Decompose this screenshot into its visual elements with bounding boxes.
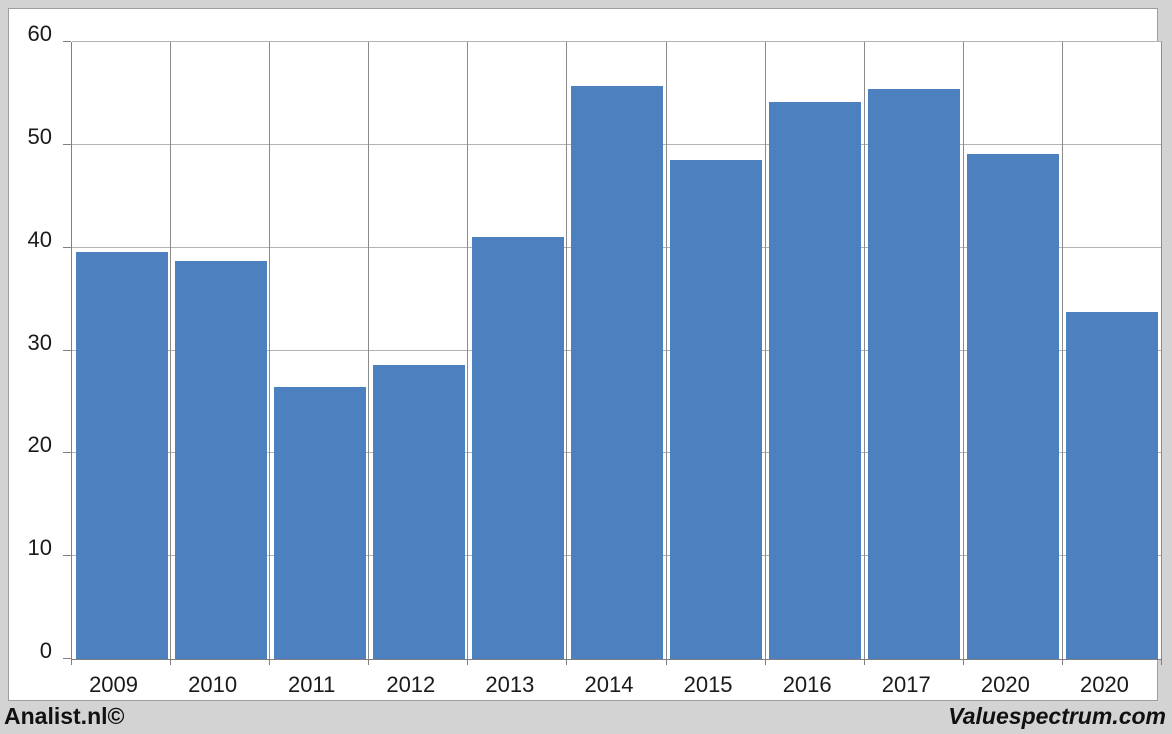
x-tick-6 [665,659,667,665]
y-tick-20 [63,452,71,454]
x-tick-11 [1161,659,1162,665]
y-tick-10 [63,555,71,557]
y-tick-0 [63,658,71,659]
bar-2020-9 [967,154,1060,659]
x-tick-3 [368,659,370,665]
bar-2017-8 [868,89,961,659]
plot-area [63,41,1162,665]
bar-2013-4 [471,237,564,659]
x-tick-5 [566,659,568,665]
x-axis-label-7-2016: 2016 [782,672,832,697]
y-axis-label-40: 40 [27,226,52,252]
y-tick-60 [63,41,71,42]
x-tick-2 [269,659,271,665]
gridline-x-2 [269,42,271,659]
bar-2010-1 [174,261,267,659]
x-axis-label-10-2020: 2020 [1079,672,1129,697]
y-tick-30 [63,349,71,351]
y-tick-50 [63,143,71,145]
y-axis-label-60: 60 [27,21,52,46]
branding-strip: Analist.nl© Valuespectrum.com [0,701,1172,734]
x-tick-0 [71,659,72,665]
y-axis-label-0: 0 [39,638,52,663]
bar-2015-6 [670,160,763,659]
x-tick-4 [467,659,469,665]
gridline-x-5 [566,42,568,659]
x-tick-7 [764,659,766,665]
gridline-x-6 [665,42,667,659]
chart-panel: 0 10 20 30 40 50 60 2009 2010 2011 2012 2013 2014 20… [8,8,1162,701]
x-axis-label-4-2013: 2013 [485,672,535,697]
bar-2012-3 [372,364,465,659]
x-axis-label-2-2011: 2011 [288,672,336,697]
y-axis-label-10: 10 [27,535,52,561]
analist-logo-text: Analist.nl© [4,703,125,729]
x-axis-line [71,659,1162,660]
bar-2020-10 [1066,312,1159,659]
x-axis-label-5-2014: 2014 [584,672,634,697]
gridline-x-10 [1061,42,1063,659]
y-tick-40 [63,246,71,248]
gridline-x-8 [863,42,865,659]
x-axis-label-8-2017: 2017 [881,672,931,697]
x-axis-label-1-2010: 2010 [188,672,238,697]
x-axis-label-3-2012: 2012 [386,672,436,697]
y-axis-label-50: 50 [27,123,52,149]
gridline-x-1 [170,42,172,659]
gridline-x-4 [467,42,469,659]
bar-2011-2 [273,386,366,659]
gridline-y-60 [72,41,1162,42]
x-axis-label-9-2020: 2020 [980,672,1030,697]
gridline-x-7 [764,42,766,659]
x-axis-label-0-2009: 2009 [89,672,139,697]
gridline-x-3 [368,42,370,659]
x-axis-label-6-2015: 2015 [683,672,733,697]
bar-2009-0 [75,251,168,659]
y-axis-line [71,42,72,659]
gridline-x-9 [962,42,964,659]
gridline-x-11 [1161,42,1162,659]
bar-2016-7 [769,101,862,659]
valuespectrum-logo-text: Valuespectrum.com [948,703,1166,729]
x-tick-10 [1061,659,1063,665]
bar-2014-5 [570,86,664,659]
x-tick-8 [863,659,865,665]
y-axis-label-20: 20 [27,432,52,458]
y-axis-label-30: 30 [27,329,52,355]
x-tick-9 [962,659,964,665]
x-tick-1 [170,659,172,665]
